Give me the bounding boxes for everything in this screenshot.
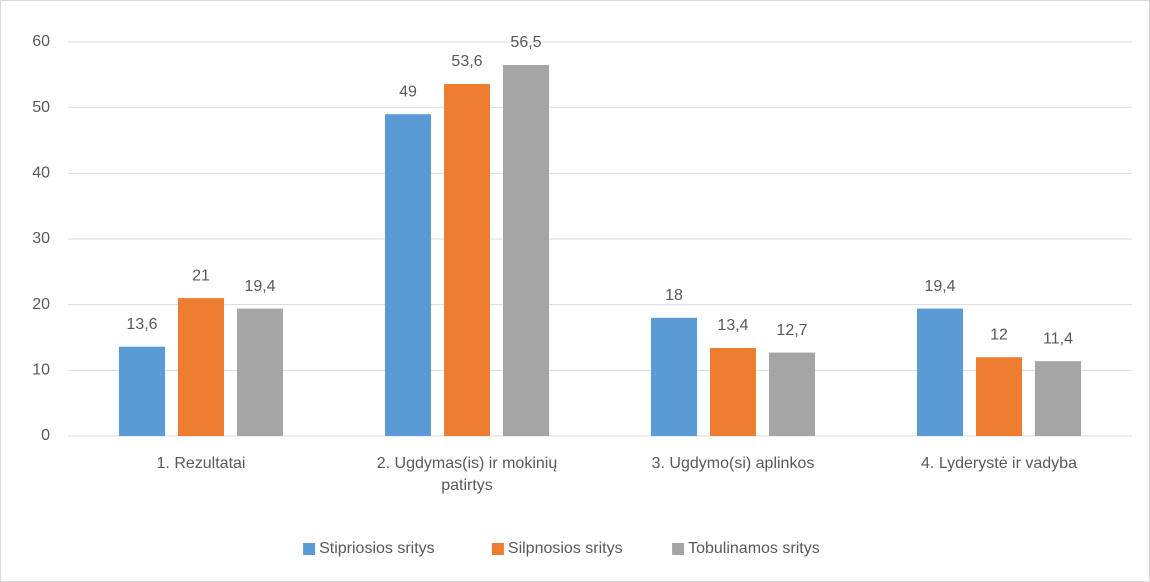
data-label: 11,4 (1043, 330, 1073, 347)
bar (178, 298, 224, 436)
bar (119, 346, 165, 436)
bar (444, 84, 490, 436)
data-label: 53,6 (451, 53, 482, 70)
bar (1035, 361, 1081, 436)
data-label: 21 (192, 267, 210, 284)
x-tick-label: 4. Lyderystė ir vadyba (921, 455, 1077, 472)
legend-label: Silpnosios sritys (508, 540, 623, 557)
y-tick-label: 0 (41, 427, 50, 444)
y-tick-label: 20 (32, 296, 50, 313)
data-label: 12 (990, 326, 1008, 343)
data-label: 49 (399, 83, 417, 100)
y-tick-label: 60 (32, 33, 50, 50)
y-tick-label: 50 (32, 99, 50, 116)
data-label: 19,4 (244, 278, 275, 295)
legend-swatch (491, 543, 504, 555)
data-label: 13,6 (126, 316, 157, 333)
data-label: 13,4 (717, 317, 748, 334)
data-label: 12,7 (776, 322, 807, 339)
legend-swatch (303, 543, 316, 555)
x-tick-label: 1. Rezultatai (156, 455, 246, 472)
bar (503, 64, 549, 436)
bar (385, 114, 431, 436)
y-tick-label: 10 (32, 362, 50, 379)
bar (917, 308, 963, 436)
data-label: 18 (665, 287, 683, 304)
legend-label: Stipriosios sritys (319, 540, 435, 557)
bar (976, 357, 1022, 436)
data-label: 56,5 (510, 34, 541, 51)
legend-swatch (672, 543, 685, 555)
y-tick-label: 30 (32, 230, 50, 247)
legend-label: Tobulinamos sritys (688, 540, 820, 557)
y-tick-label: 40 (32, 165, 50, 182)
bar (710, 348, 756, 436)
x-tick-label: 3. Ugdymo(si) aplinkos (651, 455, 815, 472)
data-label: 19,4 (924, 278, 955, 295)
bar (237, 308, 283, 436)
x-tick-label: 2. Ugdymas(is) ir mokinių patirtys (376, 455, 558, 494)
bar (769, 352, 815, 436)
bar (651, 317, 697, 436)
